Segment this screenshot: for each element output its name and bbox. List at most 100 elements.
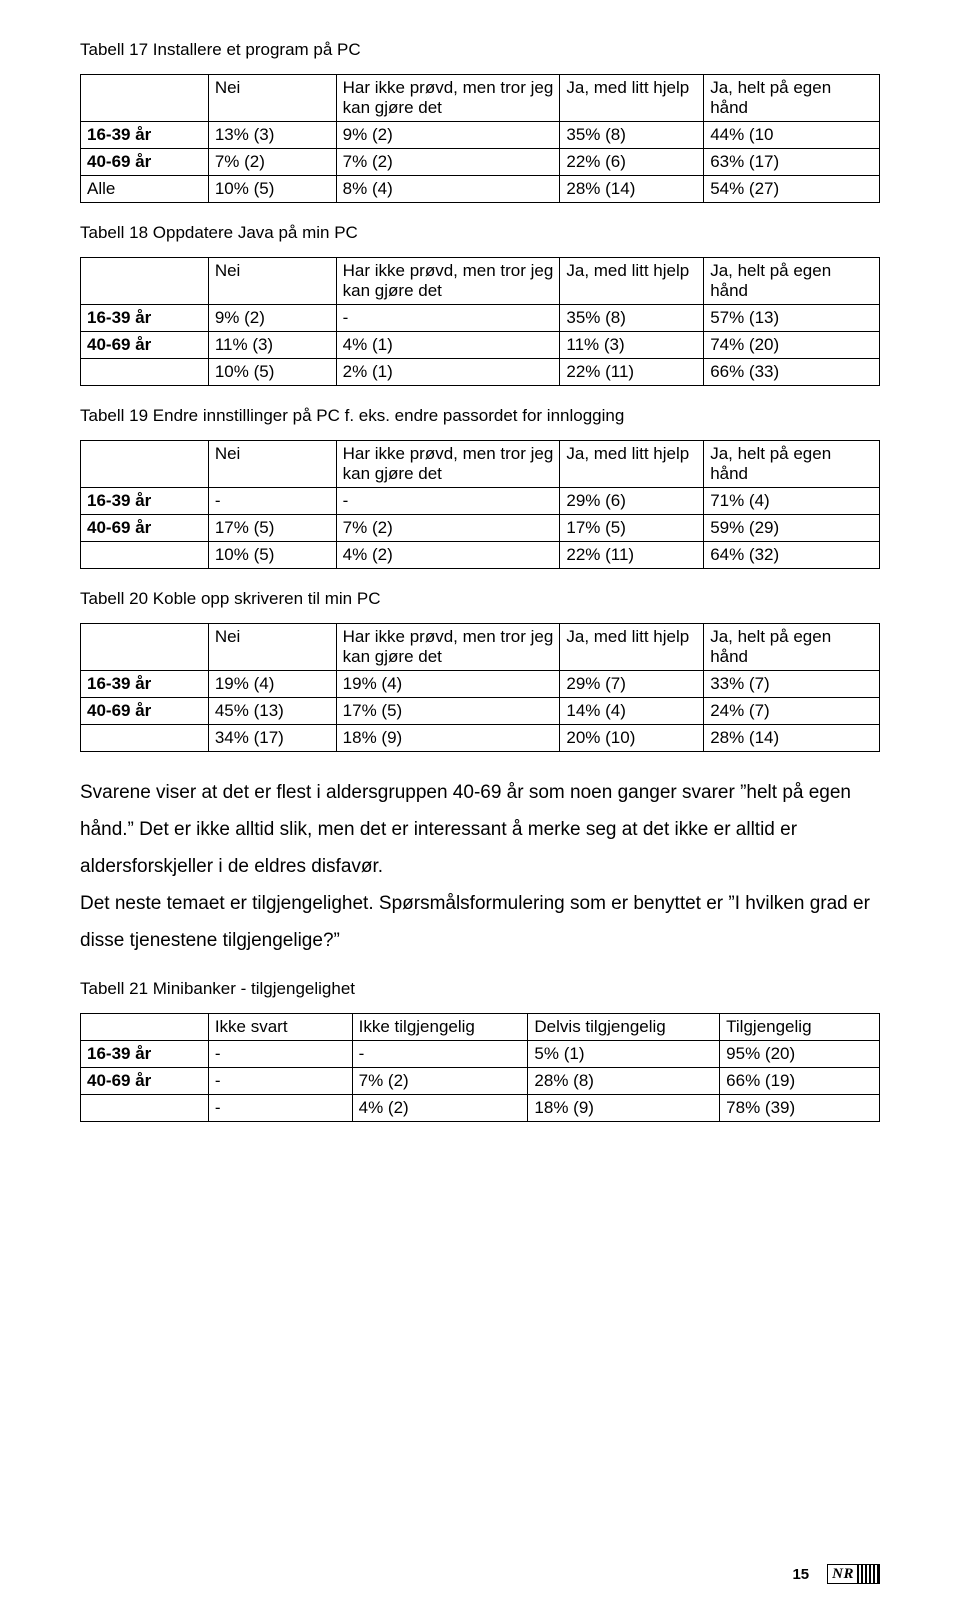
table-cell: 17% (5) <box>208 515 336 542</box>
table-header-cell <box>81 75 209 122</box>
table-row: 40-69 år45% (13)17% (5)14% (4)24% (7) <box>81 698 880 725</box>
row-label: 16-39 år <box>81 305 209 332</box>
table-cell: 10% (5) <box>208 542 336 569</box>
table-cell: 4% (2) <box>336 542 560 569</box>
table-caption: Tabell 17 Installere et program på PC <box>80 40 880 60</box>
table-cell: 9% (2) <box>208 305 336 332</box>
data-table: NeiHar ikke prøvd, men tror jeg kan gjør… <box>80 74 880 203</box>
table-caption: Tabell 21 Minibanker - tilgjengelighet <box>80 979 880 999</box>
table-row: 34% (17)18% (9)20% (10)28% (14) <box>81 725 880 752</box>
table-header-cell: Ja, helt på egen hånd <box>704 75 880 122</box>
nr-logo-stripes <box>857 1565 879 1583</box>
row-label: 40-69 år <box>81 515 209 542</box>
table-cell: 57% (13) <box>704 305 880 332</box>
row-label: 16-39 år <box>81 488 209 515</box>
table-cell: 74% (20) <box>704 332 880 359</box>
data-table: Ikke svartIkke tilgjengeligDelvis tilgje… <box>80 1013 880 1122</box>
table-header-cell: Har ikke prøvd, men tror jeg kan gjøre d… <box>336 624 560 671</box>
table-cell: 20% (10) <box>560 725 704 752</box>
table-cell: 44% (10 <box>704 122 880 149</box>
table-cell: 34% (17) <box>208 725 336 752</box>
table-row: 40-69 år11% (3)4% (1)11% (3)74% (20) <box>81 332 880 359</box>
row-label: 40-69 år <box>81 149 209 176</box>
table-header-cell: Ja, med litt hjelp <box>560 624 704 671</box>
table-row: 16-39 år13% (3)9% (2)35% (8)44% (10 <box>81 122 880 149</box>
row-label: 16-39 år <box>81 671 209 698</box>
table-cell: 29% (6) <box>560 488 704 515</box>
table-cell: 4% (1) <box>336 332 560 359</box>
table-cell: 78% (39) <box>720 1095 880 1122</box>
table-header-cell: Ja, helt på egen hånd <box>704 441 880 488</box>
table-row: 40-69 år17% (5)7% (2)17% (5)59% (29) <box>81 515 880 542</box>
table-row: 10% (5)2% (1)22% (11)66% (33) <box>81 359 880 386</box>
table-cell: 17% (5) <box>336 698 560 725</box>
table-header-cell: Ja, helt på egen hånd <box>704 624 880 671</box>
table-cell: 63% (17) <box>704 149 880 176</box>
page-number: 15 <box>792 1566 809 1583</box>
table-cell: 14% (4) <box>560 698 704 725</box>
table-cell: 35% (8) <box>560 305 704 332</box>
table-cell: 17% (5) <box>560 515 704 542</box>
row-label: 40-69 år <box>81 698 209 725</box>
table-cell: 10% (5) <box>208 359 336 386</box>
nr-logo-text: NR <box>828 1566 857 1583</box>
table-cell: 7% (2) <box>336 515 560 542</box>
table-cell: 19% (4) <box>336 671 560 698</box>
row-label <box>81 542 209 569</box>
table-row: 16-39 år--29% (6)71% (4) <box>81 488 880 515</box>
table-cell: 2% (1) <box>336 359 560 386</box>
row-label: 40-69 år <box>81 332 209 359</box>
table-cell: - <box>208 488 336 515</box>
table-header-cell: Tilgjengelig <box>720 1014 880 1041</box>
table-header-row: NeiHar ikke prøvd, men tror jeg kan gjør… <box>81 624 880 671</box>
table-caption: Tabell 20 Koble opp skriveren til min PC <box>80 589 880 609</box>
table-caption: Tabell 18 Oppdatere Java på min PC <box>80 223 880 243</box>
table-cell: 28% (14) <box>560 176 704 203</box>
table-cell: 9% (2) <box>336 122 560 149</box>
row-label: 16-39 år <box>81 1041 209 1068</box>
table-header-cell: Nei <box>208 441 336 488</box>
data-table: NeiHar ikke prøvd, men tror jeg kan gjør… <box>80 440 880 569</box>
table-header-cell: Ja, med litt hjelp <box>560 441 704 488</box>
table-cell: 11% (3) <box>560 332 704 359</box>
table-cell: 11% (3) <box>208 332 336 359</box>
table-cell: 66% (33) <box>704 359 880 386</box>
table-row: 10% (5)4% (2)22% (11)64% (32) <box>81 542 880 569</box>
page-footer: 15 NR <box>792 1564 880 1584</box>
row-label <box>81 1095 209 1122</box>
row-label: Alle <box>81 176 209 203</box>
table-cell: - <box>352 1041 528 1068</box>
table-cell: 7% (2) <box>352 1068 528 1095</box>
table-cell: 24% (7) <box>704 698 880 725</box>
table-header-row: Ikke svartIkke tilgjengeligDelvis tilgje… <box>81 1014 880 1041</box>
table-cell: - <box>336 305 560 332</box>
table-cell: 22% (11) <box>560 542 704 569</box>
table-header-cell: Ikke tilgjengelig <box>352 1014 528 1041</box>
table-header-cell <box>81 1014 209 1041</box>
table-cell: 4% (2) <box>352 1095 528 1122</box>
row-label <box>81 359 209 386</box>
table-header-row: NeiHar ikke prøvd, men tror jeg kan gjør… <box>81 75 880 122</box>
nr-logo: NR <box>827 1564 880 1584</box>
table-row: 16-39 år9% (2)-35% (8)57% (13) <box>81 305 880 332</box>
table-cell: 45% (13) <box>208 698 336 725</box>
row-label <box>81 725 209 752</box>
table-header-cell <box>81 441 209 488</box>
table-header-cell: Ja, helt på egen hånd <box>704 258 880 305</box>
table-cell: 64% (32) <box>704 542 880 569</box>
table-cell: 28% (8) <box>528 1068 720 1095</box>
table-row: 16-39 år19% (4)19% (4)29% (7)33% (7) <box>81 671 880 698</box>
table-cell: 13% (3) <box>208 122 336 149</box>
table-cell: 59% (29) <box>704 515 880 542</box>
table-cell: 10% (5) <box>208 176 336 203</box>
table-cell: 33% (7) <box>704 671 880 698</box>
table-row: -4% (2)18% (9)78% (39) <box>81 1095 880 1122</box>
table-header-cell <box>81 624 209 671</box>
table-header-cell: Nei <box>208 75 336 122</box>
table-cell: 54% (27) <box>704 176 880 203</box>
table-cell: 29% (7) <box>560 671 704 698</box>
table-row: 40-69 år-7% (2)28% (8)66% (19) <box>81 1068 880 1095</box>
table-cell: 28% (14) <box>704 725 880 752</box>
table-cell: 8% (4) <box>336 176 560 203</box>
row-label: 16-39 år <box>81 122 209 149</box>
